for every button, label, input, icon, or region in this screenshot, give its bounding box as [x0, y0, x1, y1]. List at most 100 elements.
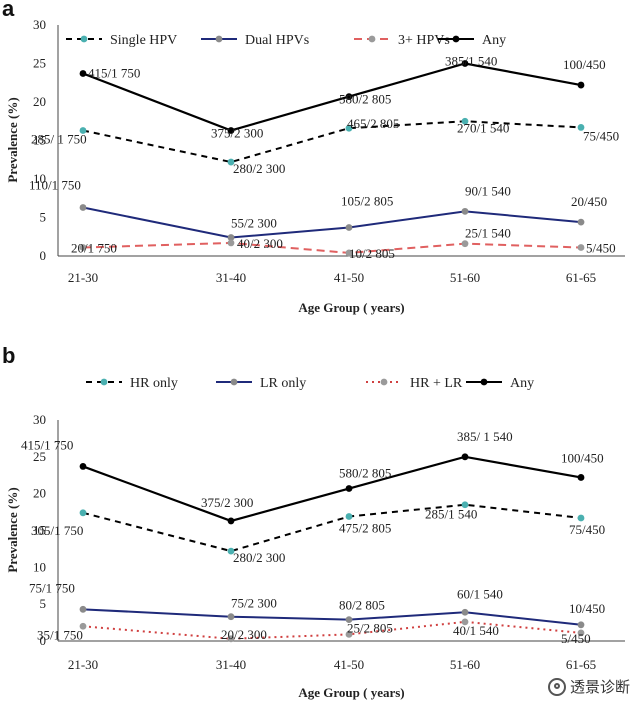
x-tick-label: 21-30 — [68, 657, 98, 672]
data-point — [79, 70, 87, 77]
x-tick-label: 41-50 — [334, 270, 364, 285]
x-axis-title: Age Group ( years) — [298, 300, 404, 315]
y-tick-label: 15 — [33, 133, 46, 148]
wechat-icon — [547, 677, 566, 696]
data-label: 75/450 — [569, 522, 605, 537]
data-point — [345, 513, 353, 520]
data-point — [577, 244, 585, 251]
data-label: 25/1 540 — [465, 226, 511, 241]
data-point — [345, 224, 353, 231]
data-point — [461, 207, 469, 215]
data-label: 75/450 — [583, 128, 619, 143]
data-point — [461, 240, 469, 248]
y-tick-label: 10 — [33, 559, 46, 574]
legend-swatch-marker — [100, 378, 108, 386]
data-point — [345, 249, 353, 257]
data-point — [79, 127, 87, 134]
data-label: 385/ 1 540 — [457, 429, 513, 444]
legend: Single HPV Dual HPVs 3+ HPVs Any — [66, 33, 506, 48]
data-label: 40/1 540 — [453, 623, 499, 638]
legend-label: Single HPV — [110, 33, 177, 48]
data-label: 60/1 540 — [457, 586, 503, 601]
data-point — [461, 501, 469, 509]
data-point — [345, 630, 353, 638]
data-point — [79, 605, 87, 613]
data-point — [577, 124, 585, 131]
data-label: 270/1 540 — [457, 120, 509, 135]
legend-swatch-marker — [80, 35, 88, 43]
watermark-text: 透景诊断 — [569, 678, 630, 696]
watermark: 透景诊断 — [547, 676, 630, 697]
x-tick-label: 51-60 — [450, 270, 480, 285]
data-label: 415/1 750 — [21, 437, 73, 452]
data-point — [79, 622, 87, 630]
data-label: 5/450 — [561, 631, 591, 646]
legend-swatch-marker — [215, 35, 223, 43]
data-point — [79, 509, 87, 517]
legend-swatch-marker — [230, 378, 238, 386]
x-tick-label: 51-60 — [450, 657, 480, 672]
y-tick-label: 20 — [33, 486, 46, 501]
data-point — [345, 616, 353, 624]
data-point — [227, 517, 235, 525]
data-label: 90/1 540 — [465, 183, 511, 198]
series-1: 110/1 750 55/2 300 105/2 805 90/1 540 20/450 — [29, 177, 607, 241]
data-label: 580/2 805 — [339, 466, 391, 481]
x-tick-label: 41-50 — [334, 657, 364, 672]
series-3: 415/1 750 375/2 300 580/2 805 385/1 540 100/… — [79, 54, 606, 140]
panel-b: b 0 5 10 15 20 25 30 21-30 31-40 41-50 51-60 61-65 Ag… — [2, 343, 625, 700]
y-tick-label: 0 — [40, 248, 47, 263]
data-point — [227, 547, 235, 555]
y-tick-label: 5 — [40, 596, 47, 611]
data-point — [345, 93, 353, 101]
data-label: 305/1 750 — [31, 523, 83, 538]
data-label: 375/2 300 — [211, 125, 263, 140]
data-point — [227, 127, 235, 134]
panel-letter: b — [2, 343, 15, 368]
series-line — [82, 503, 582, 553]
data-point — [227, 613, 235, 621]
data-label: 580/2 805 — [339, 92, 391, 107]
series-line — [82, 620, 582, 640]
series-0: 305/1 750 280/2 300 475/2 805 285/1 540 75/4… — [31, 501, 605, 565]
data-point — [227, 239, 235, 247]
data-label: 375/2 300 — [201, 495, 253, 510]
series-line — [82, 241, 582, 254]
data-label: 285/ 1 750 — [31, 131, 87, 146]
data-label: 475/2 805 — [339, 521, 391, 536]
x-tick-label: 31-40 — [216, 270, 246, 285]
legend-label: Any — [482, 33, 506, 48]
y-tick-label: 25 — [33, 449, 46, 464]
data-point — [461, 618, 469, 626]
y-tick-label: 15 — [33, 523, 46, 538]
data-label: 100/450 — [563, 57, 606, 72]
y-tick-label: 10 — [33, 171, 46, 186]
y-tick-label: 30 — [33, 17, 46, 32]
data-point — [577, 81, 585, 89]
data-point — [577, 474, 585, 481]
legend: HR only LR only HR + LR Any — [86, 376, 534, 391]
data-point — [227, 635, 235, 643]
data-label: 415/1 750 — [88, 66, 140, 81]
data-label: 20/1 750 — [71, 241, 117, 256]
data-point — [227, 234, 235, 241]
data-label: 280/2 300 — [233, 161, 285, 176]
data-label: 75/1 750 — [29, 580, 75, 595]
y-axis-title: Prevalence (%) — [5, 487, 20, 572]
data-label: 20/450 — [571, 194, 607, 209]
data-label: 75/2 300 — [231, 596, 277, 611]
data-point — [577, 514, 585, 522]
series-2: 20/1 750 40/2 300 10/2 805 25/1 540 5/450 — [71, 226, 616, 261]
y-tick-label: 30 — [33, 412, 46, 427]
data-point — [461, 608, 469, 616]
legend-label: LR only — [260, 376, 306, 391]
legend-swatch-marker — [368, 35, 376, 43]
series-1: 75/1 750 75/2 300 80/2 805 60/1 540 10/450 — [29, 580, 605, 629]
data-point — [79, 204, 87, 211]
series-0: 285/ 1 750 280/2 300 465/2 805 270/1 540 75/… — [31, 116, 619, 176]
data-point — [227, 158, 235, 166]
legend-swatch-marker — [452, 35, 460, 43]
legend-swatch-marker — [380, 378, 388, 386]
panel-letter: a — [2, 0, 15, 21]
data-label: 10/450 — [569, 601, 605, 616]
